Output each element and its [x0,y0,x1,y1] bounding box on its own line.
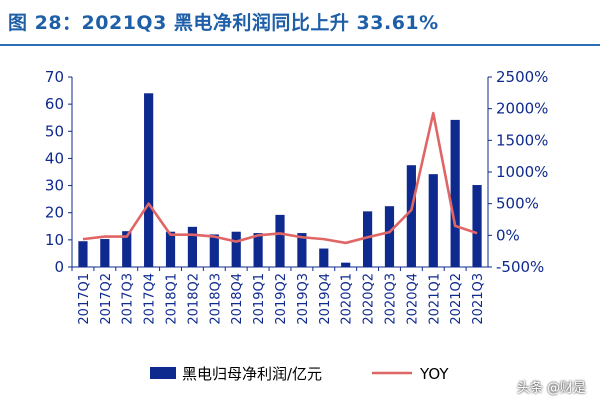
bar [362,211,373,267]
bar [122,231,132,267]
bar [253,233,263,267]
legend-line-label: YOY [419,365,449,383]
left-tick-label: 70 [45,68,64,86]
x-tick-label: 2020Q1 [340,273,355,325]
right-tick-label: 500% [496,195,539,213]
right-tick-label: 2500% [496,68,548,86]
bar [187,226,198,267]
right-tick-label: 1000% [496,163,548,181]
bar [428,174,438,267]
left-tick-label: 60 [45,95,64,113]
x-tick-label: 2019Q1 [252,273,267,325]
left-tick-label: 50 [45,122,64,140]
bar [100,239,110,267]
x-tick-label: 2020Q4 [405,273,420,325]
left-axis: 0 10 20 30 40 50 60 70 [45,68,73,276]
right-axis: -500% 0% 500% 1000% 1500% 2000% 2500% [487,68,548,276]
legend-bar-label: 黑电归母净利润/亿元 [182,365,322,383]
x-tick-label: 2017Q4 [143,273,158,325]
yoy-series [82,111,478,245]
bar [472,185,482,267]
watermark: 头条 @财是 [516,381,586,396]
left-tick-label: 0 [54,258,64,276]
bar [319,248,329,267]
x-tick-label: 2017Q1 [77,273,92,325]
legend-bar-swatch [150,367,176,379]
x-tick-label: 2018Q2 [186,273,201,325]
x-tick-label: 2017Q3 [121,273,136,325]
bar [384,206,395,267]
x-tick-label: 2020Q3 [383,273,398,325]
x-tick-label: 2019Q3 [296,273,311,325]
x-axis-labels: 2017Q1 2017Q2 2017Q3 2017Q4 2018Q1 2018Q2 2018… [71,266,488,325]
bar [297,233,307,267]
bar [275,214,285,267]
right-tick-label: 2000% [496,100,548,118]
right-tick-label: 0% [496,226,520,244]
x-tick-label: 2018Q3 [208,273,223,325]
bar [450,119,460,267]
bar-series [78,93,482,268]
figure-title: 图 28：2021Q3 黑电净利润同比上升 33.61% [8,12,439,34]
title-rule [0,44,600,46]
x-tick-label: 2021Q2 [449,273,464,325]
x-tick-label: 2018Q4 [230,273,245,325]
bar [78,241,88,267]
x-tick-label: 2019Q4 [318,273,333,325]
left-tick-label: 20 [45,204,64,222]
right-tick-label: -500% [496,258,544,276]
bar [144,93,154,268]
x-tick-label: 2017Q2 [99,273,114,325]
left-tick-label: 30 [45,177,64,195]
bar [209,234,219,267]
bar [406,165,416,267]
x-tick-label: 2018Q1 [165,273,180,325]
yoy-line [82,111,478,245]
right-tick-label: 1500% [496,131,548,149]
legend: 黑电归母净利润/亿元 YOY [150,365,449,383]
bar [231,231,241,267]
bar [165,231,176,267]
x-tick-label: 2021Q1 [427,273,442,325]
x-tick-label: 2021Q3 [471,273,486,325]
x-tick-label: 2020Q2 [362,273,377,325]
x-tick-label: 2019Q2 [274,273,289,325]
left-tick-label: 10 [45,231,64,249]
left-tick-label: 40 [45,149,64,167]
bar [341,262,351,267]
